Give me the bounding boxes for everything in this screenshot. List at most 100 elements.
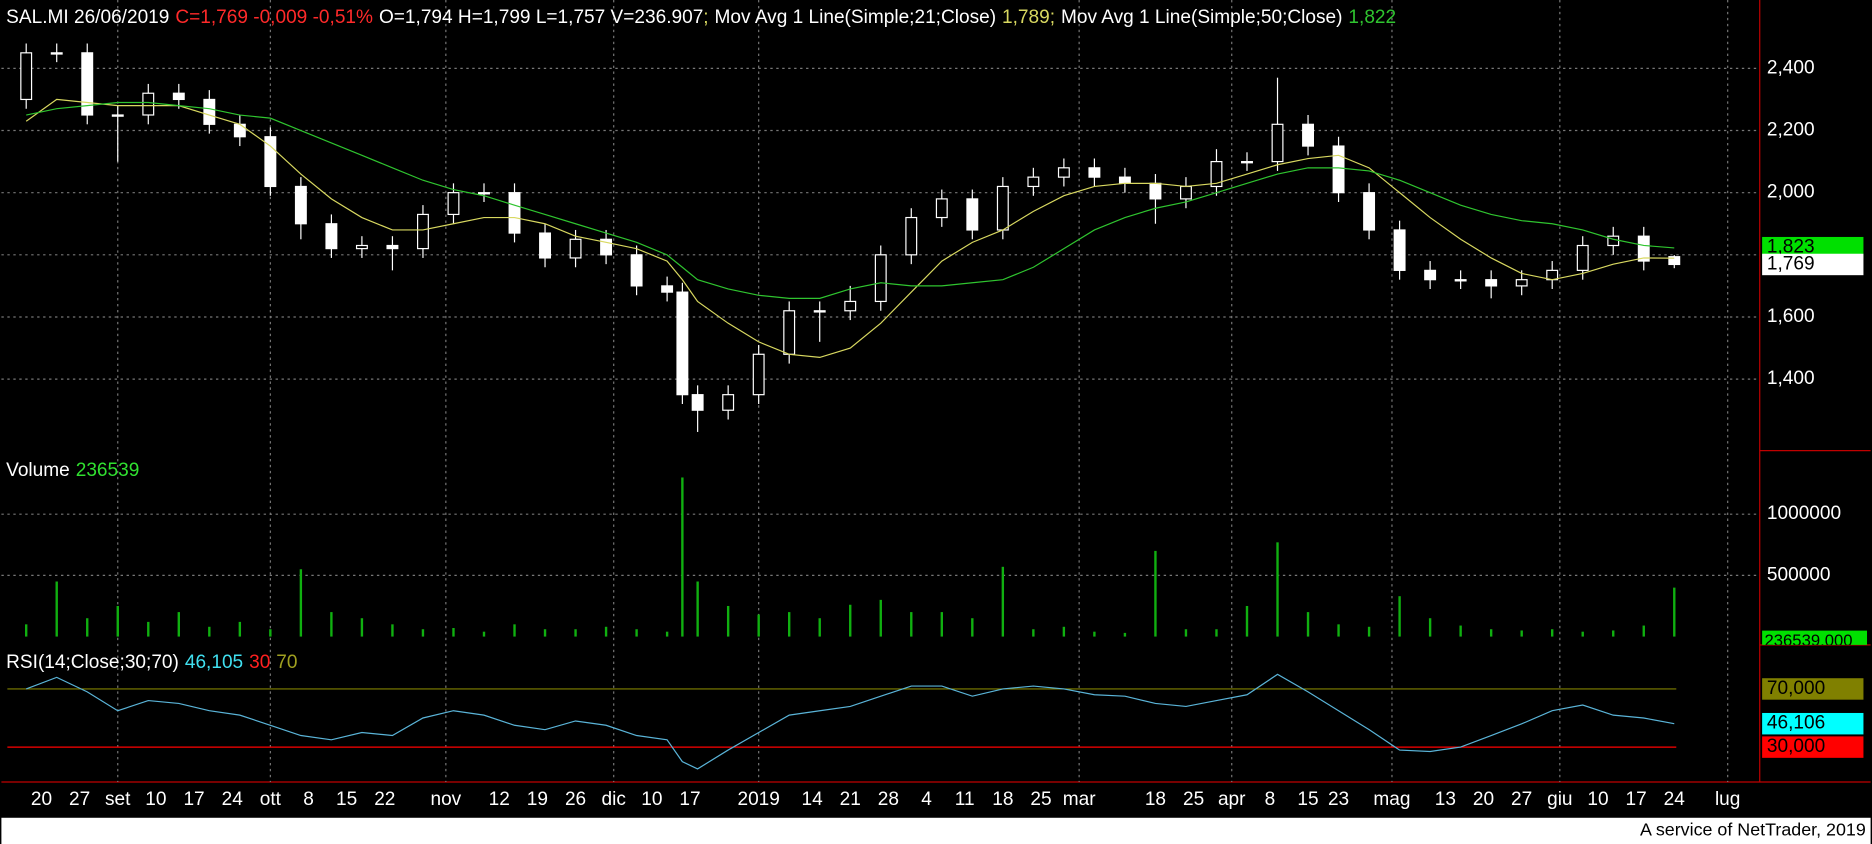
- volume-bar: [665, 631, 669, 637]
- plot-layer: 20 27 set 10 17 24 ott 8 15 22 nov 12 19 26 dic 10 17 201…: [1, 0, 1868, 810]
- volume-bar: [1612, 630, 1615, 637]
- candle-body: [1241, 161, 1253, 164]
- title-value: 236539: [76, 460, 140, 481]
- x-tick-label: 8: [1265, 789, 1276, 810]
- level-label: 30,000: [1767, 736, 1825, 757]
- candle-body: [1454, 279, 1467, 282]
- x-tick-label: 22: [374, 789, 395, 810]
- volume-bar: [574, 629, 577, 637]
- volume-bar: [1245, 605, 1249, 637]
- candle-body: [386, 244, 399, 250]
- legend-name: Mov Avg 1 Line(Simple;21;Close): [715, 7, 996, 28]
- candle-body: [355, 244, 368, 250]
- last-value-group: 236539,000: [1762, 630, 1868, 650]
- x-tick-label: 20: [31, 789, 52, 810]
- x-tick-label: 15: [1297, 789, 1318, 810]
- x-tick-label: 11: [955, 789, 975, 810]
- y-tick-label: 500000: [1767, 564, 1831, 585]
- volume-bar: [1673, 587, 1676, 637]
- volume-bar: [696, 581, 699, 637]
- volume-bar: [635, 629, 638, 637]
- volume-bar: [1154, 550, 1157, 637]
- candle-body: [1637, 235, 1650, 262]
- moving-average-line: [25, 98, 1675, 358]
- volume-bar: [299, 569, 303, 637]
- volume-bar: [1581, 631, 1584, 637]
- x-tick-label: 10: [1587, 789, 1608, 810]
- volume-bar: [726, 605, 730, 637]
- last-value-box: [1762, 236, 1864, 259]
- candle-body: [142, 92, 155, 116]
- candle-body: [630, 254, 643, 287]
- legend-name: Mov Avg 1 Line(Simple;50;Close): [1061, 7, 1343, 28]
- candle-body: [722, 394, 735, 411]
- x-tick-label: 10: [641, 789, 662, 810]
- candle-body: [1546, 269, 1559, 281]
- candle-body: [1393, 229, 1406, 271]
- candle-body: [1363, 192, 1376, 231]
- x-tick-label: lug: [1715, 789, 1740, 810]
- last-value-box: [1762, 630, 1868, 645]
- volume-bar: [681, 477, 684, 637]
- x-tick-label: 17: [679, 789, 700, 810]
- title-text: Volume: [6, 460, 70, 481]
- footer-bar: [1, 817, 1871, 844]
- candle-body: [20, 52, 33, 101]
- candle-body: [1271, 123, 1284, 163]
- last-value-label: 236539,000: [1765, 631, 1853, 650]
- volume-bar: [849, 604, 852, 637]
- x-tick-label: 14: [801, 789, 823, 810]
- candle-body: [1485, 279, 1498, 287]
- x-tick-label: 10: [145, 789, 166, 810]
- volume-bar: [818, 618, 821, 637]
- y-tick-label: 2,200: [1767, 120, 1815, 141]
- volume-bar: [1642, 625, 1645, 637]
- x-tick-label: 27: [69, 789, 90, 810]
- volume-bar: [971, 618, 974, 637]
- volume-bar: [269, 629, 272, 637]
- volume-bar: [55, 581, 58, 637]
- y-tick-label: 2,400: [1767, 57, 1815, 78]
- volume-bar: [116, 605, 119, 637]
- x-tick-label: 18: [992, 789, 1013, 810]
- volume-bar: [513, 624, 516, 637]
- legend-value: 1,789: [1002, 7, 1050, 28]
- title-part: O=1,794 H=1,799 L=1,757 V=236.907: [379, 7, 703, 28]
- candle-body: [1057, 167, 1070, 178]
- y-tick-label: 1,600: [1767, 306, 1815, 327]
- volume-bar: [147, 621, 150, 637]
- volume-bar: [238, 621, 242, 637]
- volume-bar: [879, 599, 882, 637]
- candle-body: [783, 310, 796, 355]
- volume-bar: [1367, 626, 1371, 637]
- candle-body: [50, 52, 63, 55]
- panel-title: RSI(14;Close;30;70) 46,105 30 70: [6, 652, 297, 673]
- volume-bar: [543, 629, 547, 637]
- candle-body: [676, 291, 689, 396]
- volume-bar: [1428, 618, 1432, 637]
- candle-body: [1576, 244, 1589, 271]
- candle-body: [661, 285, 674, 293]
- x-tick-label: 17: [1626, 789, 1647, 810]
- candle-body: [539, 232, 551, 259]
- x-tick-label: 24: [1664, 789, 1686, 810]
- volume-bar: [1215, 629, 1218, 637]
- candle-body: [1027, 176, 1040, 188]
- candle-body: [569, 238, 582, 259]
- candle-body: [905, 216, 918, 256]
- candle-body: [1668, 256, 1681, 266]
- last-value-label: 46,106: [1767, 713, 1825, 734]
- volume-bar: [1306, 612, 1310, 637]
- candle-body: [478, 192, 490, 195]
- x-tick-label: 27: [1511, 789, 1532, 810]
- title-text: RSI(14;Close;30;70): [6, 652, 179, 673]
- moving-average-line: [26, 101, 1675, 299]
- candle-body: [752, 353, 765, 396]
- candle-body: [600, 238, 613, 256]
- candle-body: [264, 136, 277, 188]
- x-tick-label: mar: [1063, 789, 1096, 810]
- volume-bar: [1551, 629, 1554, 637]
- title-separator: ;: [1050, 7, 1055, 28]
- volume-bar: [452, 628, 455, 637]
